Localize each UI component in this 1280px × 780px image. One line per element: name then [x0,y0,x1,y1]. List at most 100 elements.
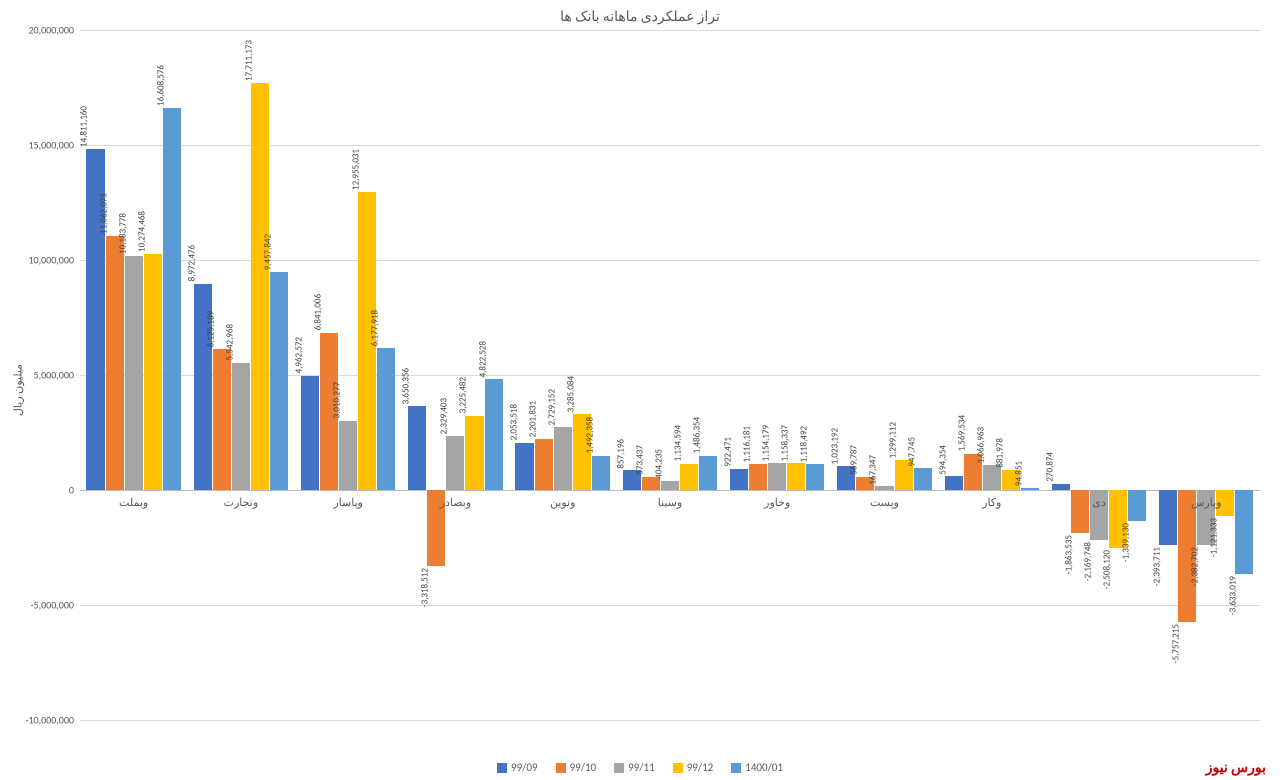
bar-data-label: 1,134,594 [673,425,684,461]
bar [642,477,660,490]
bar-data-label: 6,177,918 [370,310,381,346]
bar [787,463,805,490]
bar-slot: 17,711,173 [251,30,269,720]
bar [592,456,610,490]
bars-row: 922,4711,116,1811,154,1791,158,3371,118,… [730,30,824,720]
bar [515,443,533,490]
bar-data-label: 4,962,572 [293,337,304,373]
bar-slot: 594,354 [945,30,963,720]
category-label: وپاسار [295,490,402,509]
bar-slot: 6,177,918 [377,30,395,720]
bar-data-label: 2,329,403 [439,398,450,434]
bar-slot: 4,962,572 [301,30,319,720]
bar-slot: 10,183,778 [125,30,143,720]
bar-slot: -2,393,711 [1159,30,1177,720]
bar-data-label: 5,542,968 [224,324,235,360]
bar-data-label: 10,274,468 [136,211,147,252]
bar-data-label: -3,633,019 [1228,576,1239,615]
bar-slot: -1,121,333 [1216,30,1234,720]
bar-slot: -2,382,702 [1197,30,1215,720]
bar-data-label: 2,201,831 [527,401,538,437]
bar-slot: 1,299,112 [895,30,913,720]
legend-label: 99/12 [687,761,714,774]
bar [768,463,786,490]
legend-swatch [556,763,566,773]
bar-data-label: 1,154,179 [761,425,772,461]
bar [377,348,395,490]
bar-data-label: 594,354 [937,445,948,475]
bar-slot: 1,023,192 [837,30,855,720]
bar-data-label: 404,235 [653,449,664,479]
bar-data-label: 1,569,534 [956,415,967,451]
bar-slot: 404,235 [661,30,679,720]
bar-data-label: 1,116,181 [742,426,753,462]
bar-data-label: 3,650,356 [401,368,412,404]
bar [270,272,288,490]
bar-data-label: 6,125,139 [205,311,216,347]
bar-slot: 1,066,963 [983,30,1001,720]
bar-slot: 2,729,152 [554,30,572,720]
plot-area: -10,000,000-5,000,00005,000,00010,000,00… [80,30,1260,720]
bar-slot: 10,274,468 [144,30,162,720]
bar-data-label: 8,972,476 [186,245,197,281]
bar [213,349,231,490]
bar [251,83,269,490]
bar [232,363,250,490]
y-tick-label: 10,000,000 [28,254,80,267]
bar-data-label: 1,486,354 [692,417,703,453]
bar-data-label: 3,285,084 [565,376,576,412]
legend-label: 99/09 [511,761,538,774]
bar-slot: 2,329,403 [446,30,464,720]
watermark-text: بورس نیوز [1206,759,1266,776]
bar [914,468,932,490]
bar-data-label: -2,508,120 [1102,550,1113,589]
y-tick-label: 20,000,000 [28,24,80,37]
bar-slot: 16,608,576 [163,30,181,720]
bars-row: 14,811,16011,062,07510,183,77810,274,468… [86,30,180,720]
bar-slot: 857,196 [623,30,641,720]
category-label: وکار [938,490,1045,509]
legend-swatch [614,763,624,773]
bar [749,464,767,490]
category-label: وبملت [80,490,187,509]
bar [446,436,464,490]
bar-slot: 94,851 [1021,30,1039,720]
bar-slot: -3,633,019 [1235,30,1253,720]
bars-row: 270,874-1,863,535-2,169,748-2,508,120-1,… [1052,30,1146,720]
bar-data-label: -3,318,512 [420,568,431,607]
bar-data-label: 1,066,963 [975,427,986,463]
bar-slot: 270,874 [1052,30,1070,720]
legend-swatch [731,763,741,773]
bar-slot: 8,972,476 [194,30,212,720]
legend-label: 99/10 [570,761,597,774]
legend-item: 99/12 [673,761,714,774]
bar-data-label: -1,339,130 [1121,523,1132,562]
category-label: وپارس [1153,490,1260,509]
bar-data-label: 857,196 [615,439,626,469]
bar-data-label: 167,347 [868,455,879,485]
bar-data-label: -2,393,711 [1152,547,1163,586]
category-label: وبصادر [402,490,509,509]
bar-data-label: 3,010,277 [332,382,343,418]
bar-data-label: 94,851 [1013,461,1024,486]
bar-data-label: 1,023,192 [830,428,841,464]
bar-data-label: 1,492,358 [584,417,595,453]
bar-group: -2,393,711-5,757,215-2,382,702-1,121,333… [1153,30,1260,720]
y-tick-label: 0 [69,484,80,497]
bar-data-label: -2,169,748 [1083,542,1094,581]
bar-group: 1,023,192569,787167,3471,299,112947,745و… [831,30,938,720]
bar-slot: 1,154,179 [768,30,786,720]
legend-item: 99/10 [556,761,597,774]
bars-row: 2,053,5182,201,8312,729,1523,285,0841,49… [515,30,609,720]
bar-slot: 14,811,160 [86,30,104,720]
bar-group: 2,053,5182,201,8312,729,1523,285,0841,49… [509,30,616,720]
bars-row: 4,962,5726,841,0063,010,27712,955,0316,1… [301,30,395,720]
legend-swatch [497,763,507,773]
bar-data-label: 14,811,160 [79,106,90,147]
bar-slot: -5,757,215 [1178,30,1196,720]
bars-row: 857,196573,437404,2351,134,5941,486,354 [623,30,717,720]
bar-slot: 3,285,084 [573,30,591,720]
bars-row: 594,3541,569,5341,066,963881,97894,851 [945,30,1039,720]
bar [163,108,181,490]
bar [301,376,319,490]
